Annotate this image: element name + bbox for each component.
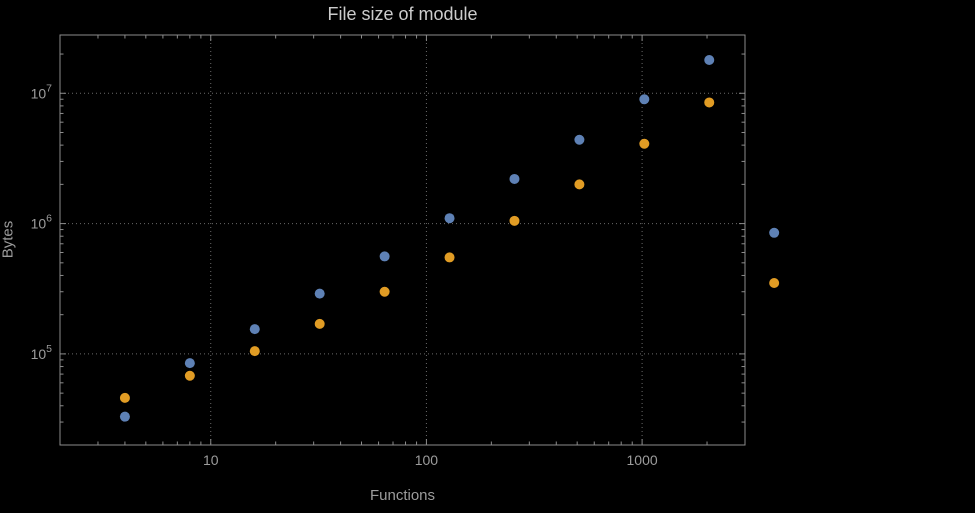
data-point-orange — [574, 179, 585, 190]
x-axis-label: Functions — [369, 487, 436, 504]
x-tick-label: 10 — [203, 452, 219, 468]
data-point-orange — [379, 286, 390, 297]
data-point-blue — [509, 173, 520, 184]
data-point-orange — [704, 97, 715, 108]
x-tick-label: 100 — [415, 452, 439, 468]
data-point-orange — [769, 278, 780, 289]
data-point-blue — [769, 227, 780, 238]
y-tick-label: 106 — [31, 213, 53, 232]
data-point-blue — [704, 55, 715, 66]
data-point-blue — [574, 134, 585, 145]
data-point-orange — [119, 392, 130, 403]
data-point-blue — [249, 324, 260, 335]
data-point-orange — [249, 346, 260, 357]
data-point-orange — [509, 215, 520, 226]
data-point-blue — [444, 213, 455, 224]
data-point-orange — [639, 138, 650, 149]
y-tick-label: 107 — [31, 82, 53, 101]
plot-frame — [59, 34, 746, 446]
data-point-orange — [444, 252, 455, 263]
data-point-blue — [314, 288, 325, 299]
data-point-blue — [379, 251, 390, 262]
data-point-blue — [184, 358, 195, 369]
data-point-blue — [119, 411, 130, 422]
y-tick-label: 105 — [31, 343, 53, 362]
y-axis-label: Bytes — [0, 220, 17, 259]
data-point-orange — [184, 370, 195, 381]
data-point-orange — [314, 318, 325, 329]
x-tick-label: 1000 — [627, 452, 658, 468]
chart-title: File size of module — [327, 4, 478, 24]
data-point-blue — [639, 94, 650, 105]
